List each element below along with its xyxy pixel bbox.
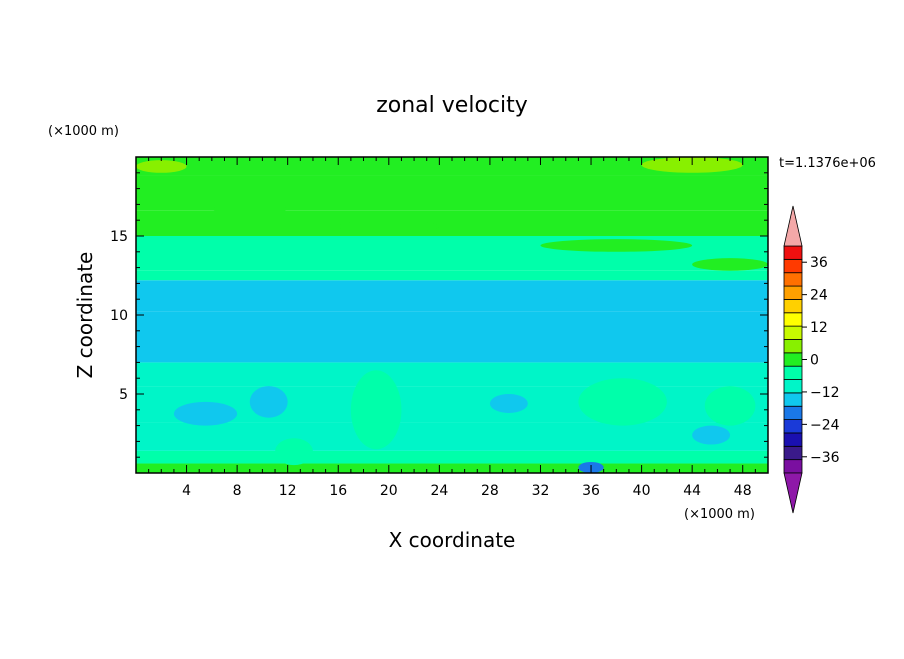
x-tick-label-28: 28: [481, 483, 499, 499]
contour-feature-6: [489, 394, 528, 413]
plot-area: [136, 157, 768, 473]
x-tick-label-8: 8: [233, 483, 242, 499]
y-tick-label-10: 10: [110, 308, 128, 324]
contour-feature-10: [211, 204, 288, 214]
x-tick-label-12: 12: [279, 483, 297, 499]
x-tick-label-24: 24: [430, 483, 448, 499]
colorbar-segment-9: [783, 339, 803, 354]
contour-band-7: [136, 270, 768, 281]
colorbar-low-arrow: [783, 472, 803, 514]
colorbar-segment-3: [783, 419, 803, 434]
contour-feature-12: [540, 239, 693, 252]
colorbar-label-4: 12: [810, 320, 828, 336]
colorbar-segment-10: [783, 325, 803, 340]
colorbar: −36 −24 −12 0 12 24 36: [783, 205, 840, 514]
colorbar-segment-5: [783, 392, 803, 407]
x-tick-label-40: 40: [633, 483, 651, 499]
colorbar-label-5: 24: [810, 288, 828, 304]
contour-feature-13: [692, 258, 768, 271]
colorbar-label-1: −24: [810, 417, 840, 433]
colorbar-label-2: −12: [810, 385, 840, 401]
colorbar-segment-0: [783, 459, 803, 474]
contour-band-4: [136, 362, 768, 387]
colorbar-segment-1: [783, 445, 803, 461]
colorbar-segment-6: [783, 379, 803, 394]
x-tick-label-48: 48: [734, 483, 752, 499]
colorbar-segment-14: [783, 272, 803, 287]
x-tick-label-20: 20: [380, 483, 398, 499]
x-tick-label-32: 32: [532, 483, 550, 499]
time-label: t=1.1376e+06: [779, 156, 876, 171]
x-tick-label-36: 36: [582, 483, 600, 499]
contour-band-1: [136, 450, 768, 464]
x-axis-unit: (×1000 m): [684, 507, 755, 522]
contour-band-8: [136, 236, 768, 271]
x-axis-title: X coordinate: [389, 528, 516, 552]
contour-band-9: [136, 210, 768, 236]
y-tick-label-15: 15: [110, 229, 128, 245]
contour-feature-11: [338, 220, 440, 233]
colorbar-segment-13: [783, 285, 803, 300]
contour-feature-9: [553, 296, 592, 308]
contour-feature-3: [275, 438, 313, 466]
contour-feature-4: [173, 401, 238, 426]
colorbar-segment-16: [783, 245, 803, 260]
colorbar-segment-11: [783, 312, 803, 327]
contour-feature-5: [249, 386, 288, 418]
contour-band-5: [136, 311, 768, 363]
contour-band-0: [136, 463, 768, 473]
colorbar-label-0: −36: [810, 450, 840, 466]
colorbar-segment-15: [783, 258, 803, 274]
colorbar-high-arrow: [783, 205, 803, 247]
colorbar-segment-12: [783, 299, 803, 314]
x-tick-label-16: 16: [329, 483, 347, 499]
y-tick-label-5: 5: [119, 387, 128, 403]
x-tick-label-4: 4: [182, 483, 191, 499]
contour-band-11: [136, 157, 768, 176]
y-axis-unit: (×1000 m): [48, 124, 119, 139]
colorbar-segment-8: [783, 352, 803, 367]
contour-feature-2: [704, 386, 756, 426]
colorbar-segment-2: [783, 432, 803, 447]
y-axis-title: Z coordinate: [73, 252, 97, 379]
contour-feature-1: [578, 378, 667, 426]
contour-feature-7: [692, 425, 731, 445]
contour-feature-0: [350, 370, 402, 450]
colorbar-segment-7: [783, 365, 803, 380]
colorbar-label-3: 0: [810, 353, 819, 369]
colorbar-segment-4: [783, 405, 803, 420]
contour-feature-15: [136, 160, 187, 173]
x-tick-label-44: 44: [683, 483, 701, 499]
colorbar-label-6: 36: [810, 255, 828, 271]
contour-band-6: [136, 280, 768, 312]
contour-band-2: [136, 422, 768, 451]
chart-title: zonal velocity: [376, 93, 528, 118]
